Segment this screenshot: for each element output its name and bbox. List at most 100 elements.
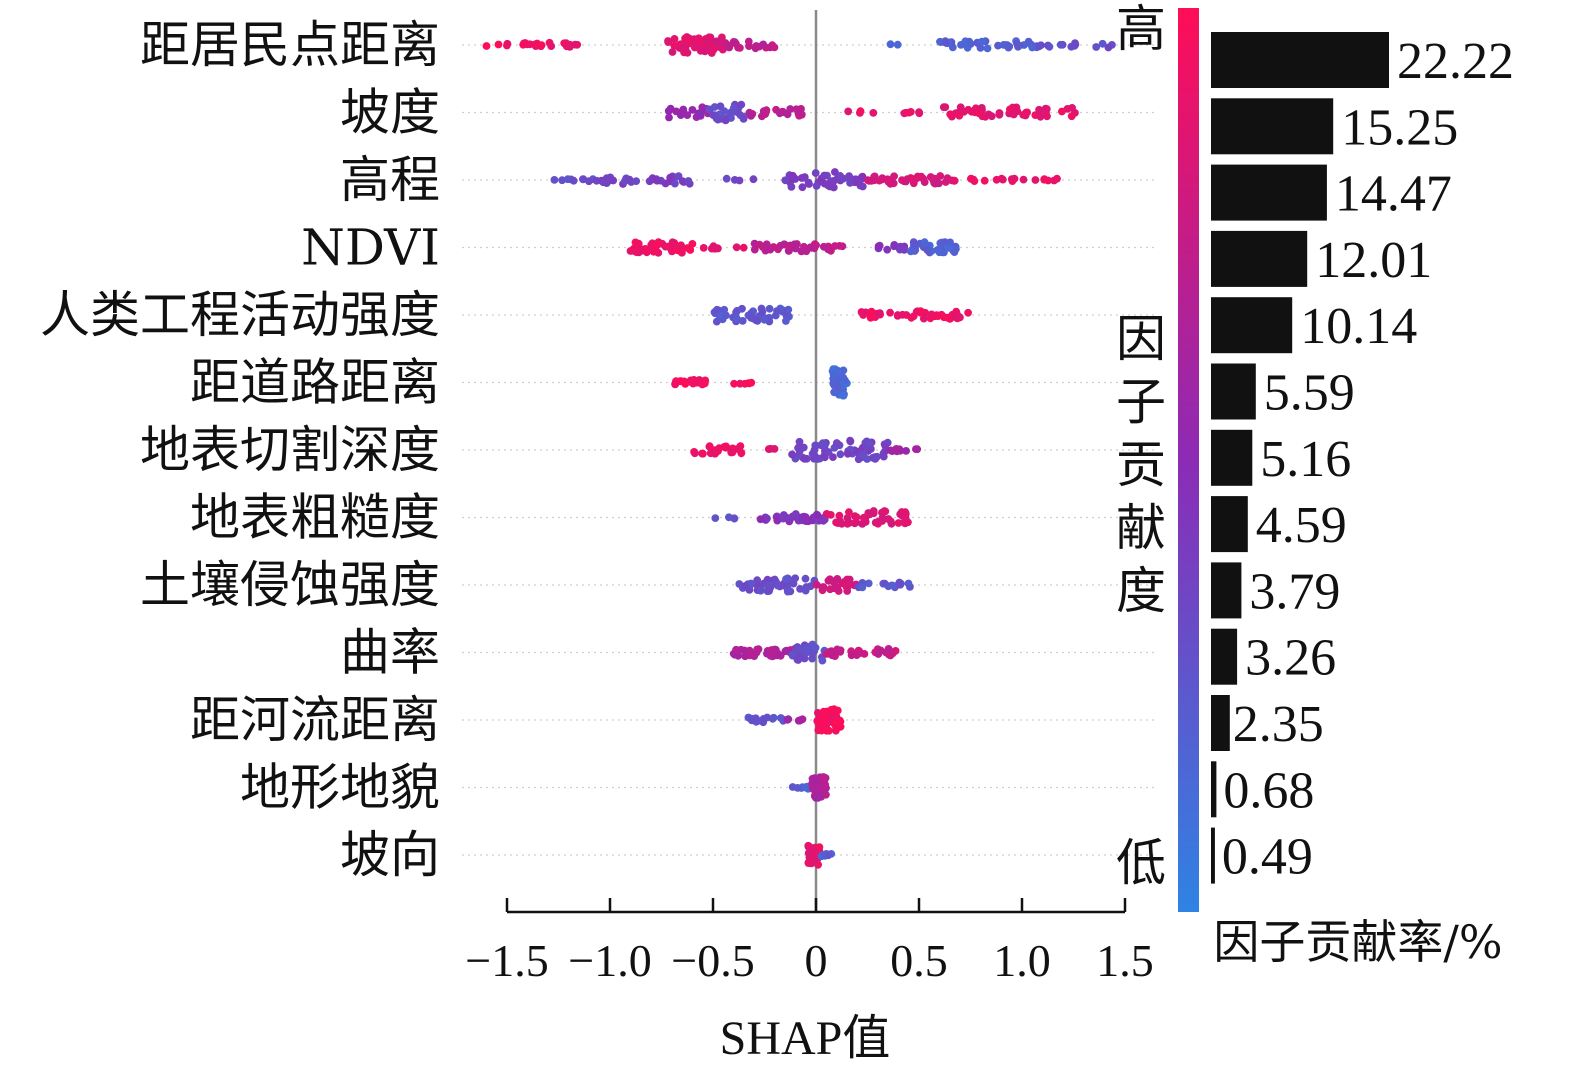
feature-label: 地表粗糙度 [190, 489, 440, 547]
shap-point [762, 240, 771, 249]
shap-point [901, 510, 910, 518]
shap-point [694, 34, 703, 43]
shap-point [725, 513, 733, 522]
shap-point [749, 175, 758, 184]
shap-point [939, 103, 948, 112]
shap-point [884, 177, 893, 186]
shap-point [579, 175, 587, 184]
shap-point [494, 40, 503, 49]
shap-point [721, 443, 730, 452]
shap-point [870, 453, 879, 462]
shap-point [727, 110, 735, 118]
shap-point [859, 513, 868, 522]
shap-point [812, 580, 821, 589]
shap-point [801, 574, 810, 583]
shap-point [1098, 39, 1107, 48]
shap-point [670, 35, 679, 43]
shap-point [773, 651, 782, 660]
shap-point [632, 177, 641, 186]
shap-point [753, 576, 762, 585]
shap-point [832, 439, 841, 447]
contribution-value-label: 12.01 [1315, 232, 1432, 289]
shap-point [866, 313, 875, 322]
shap-point [955, 312, 963, 321]
shap-point [935, 248, 944, 257]
shap-point [732, 314, 741, 323]
colorbar [1178, 8, 1199, 912]
shap-point [843, 519, 852, 528]
shap-point [718, 33, 726, 42]
shap-point [740, 646, 749, 655]
contribution-bar [1211, 230, 1308, 287]
shap-point [758, 307, 767, 316]
shap-point [1053, 174, 1061, 183]
shap-point [688, 240, 697, 248]
shap-point [732, 243, 741, 252]
shap-point [792, 105, 801, 114]
shap-point [799, 443, 808, 452]
colorbar-high-label: 高 [1116, 0, 1166, 58]
shap-point [859, 451, 867, 459]
shap-point [653, 176, 661, 185]
shap-point [684, 177, 693, 185]
shap-point [1045, 42, 1054, 51]
colorbar-title-char: 因 [1116, 310, 1166, 368]
feature-label: 距河流距离 [190, 691, 440, 749]
shap-point [688, 106, 697, 114]
shap-point [791, 510, 800, 518]
shap-point [585, 177, 593, 186]
row-guides [462, 44, 1158, 856]
shap-point [673, 246, 682, 255]
shap-point [801, 513, 810, 521]
contribution-value-label: 10.14 [1300, 298, 1417, 355]
shap-point [896, 580, 905, 589]
shap-point [843, 449, 852, 458]
shap-point [1058, 107, 1066, 116]
shap-point [1042, 105, 1051, 113]
shap-point [830, 578, 839, 587]
shap-point [876, 309, 884, 317]
shap-point [792, 646, 800, 655]
contribution-bar [1211, 297, 1293, 354]
shap-point [550, 176, 559, 184]
shap-point [879, 452, 888, 461]
shap-point [609, 176, 618, 185]
shap-point [701, 47, 709, 56]
shap-point [748, 716, 756, 725]
shap-point [750, 652, 759, 660]
shap-point [629, 244, 638, 253]
shap-point [831, 242, 839, 250]
shap-point [957, 41, 965, 49]
shap-point [790, 240, 799, 249]
shap-point [707, 42, 716, 51]
shap-point [664, 37, 672, 45]
shap-point [747, 112, 755, 120]
shap-point [739, 115, 748, 123]
shap-point [741, 379, 749, 388]
shap-point [819, 242, 828, 251]
x-tick-label: 1.0 [993, 935, 1051, 986]
shap-point [869, 109, 878, 117]
shap-point [668, 48, 677, 56]
shap-point [967, 107, 976, 116]
shap-point [802, 247, 811, 256]
shap-point [700, 378, 708, 387]
shap-point [827, 705, 836, 714]
shap-point [625, 175, 634, 184]
shap-point [705, 442, 714, 451]
shap-point [699, 244, 708, 252]
x-axis-title: SHAP值 [720, 1012, 891, 1065]
shap-point [738, 317, 747, 325]
shap-point [794, 444, 802, 452]
shap-point [847, 651, 856, 660]
shap-point [947, 176, 956, 185]
contribution-value-label: 5.16 [1260, 431, 1351, 488]
shap-point [977, 37, 986, 46]
shap-point [661, 179, 670, 188]
shap-point [784, 242, 793, 250]
shap-point [1006, 105, 1014, 114]
shap-point [732, 39, 740, 48]
shap-point [737, 100, 746, 109]
shap-point [836, 172, 844, 180]
shap-point [771, 311, 780, 320]
